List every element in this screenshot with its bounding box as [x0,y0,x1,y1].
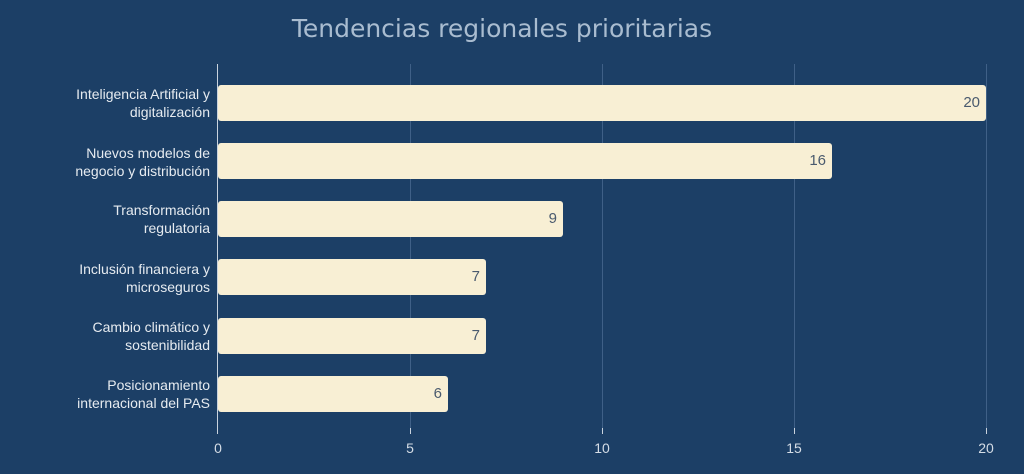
x-tick-mark [410,428,411,434]
gridline-15 [794,64,795,428]
bar-value-label: 7 [471,327,480,344]
x-tick-label: 20 [978,440,994,456]
x-tick-label: 5 [406,440,414,456]
chart-title: Tendencias regionales prioritarias [291,14,713,43]
category-label: Cambio climático y sostenibilidad [92,319,210,353]
bar: 20 [218,85,986,121]
category-label: Inteligencia Artificial y digitalización [76,86,210,120]
gridline-5 [410,64,411,428]
bar-value-label: 9 [548,210,557,227]
bar-value-label: 6 [433,385,442,402]
x-tick-label: 15 [786,440,802,456]
bar: 16 [218,143,832,179]
bar: 6 [218,376,448,412]
category-label: Inclusión financiera y microseguros [79,261,210,295]
bar: 7 [218,318,486,354]
x-tick-label: 0 [214,440,222,456]
x-tick-mark [986,428,987,434]
x-tick-mark [602,428,603,434]
category-label: Posicionamiento internacional del PAS [77,377,210,411]
gridline-20 [986,64,987,428]
y-axis-line [217,64,218,434]
category-label: Transformación regulatoria [113,202,210,236]
bar: 7 [218,259,486,295]
x-tick-mark [794,428,795,434]
bar-value-label: 20 [963,94,980,111]
bar-value-label: 16 [809,152,826,169]
gridline-10 [602,64,603,428]
category-label: Nuevos modelos de negocio y distribución [75,145,210,179]
x-tick-label: 10 [594,440,610,456]
bar: 9 [218,201,563,237]
bar-value-label: 7 [471,268,480,285]
